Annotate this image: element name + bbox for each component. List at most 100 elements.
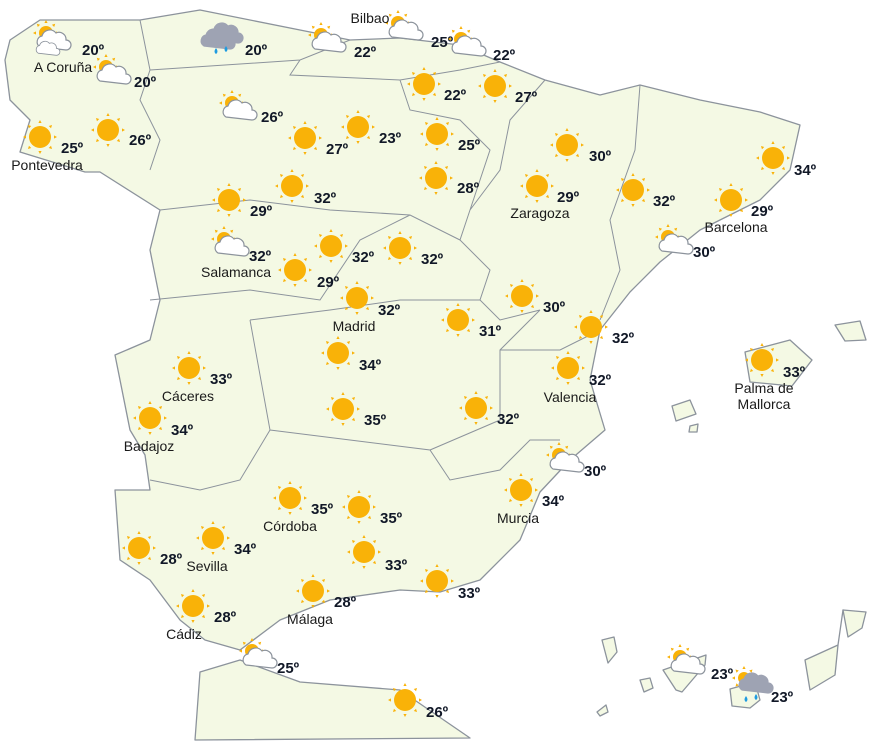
temperature-label: 29º <box>317 274 340 291</box>
sun-icon <box>512 161 562 216</box>
temperature-label: 20º <box>134 74 157 91</box>
sun-icon <box>380 675 430 730</box>
temperature-label: 33º <box>458 585 481 602</box>
temperature-label: 34º <box>542 493 565 510</box>
temperature-label: 28º <box>457 180 480 197</box>
temperature-label: 32º <box>378 302 401 319</box>
formentera-shape <box>688 423 699 433</box>
sun-icon <box>451 383 501 438</box>
sun-cloud-icon <box>300 15 350 70</box>
sun-cloud-icon <box>231 631 281 686</box>
temperature-label: 28º <box>214 609 237 626</box>
sun-icon <box>15 112 65 167</box>
temperature-label: 34º <box>171 422 194 439</box>
temperature-label: 30º <box>589 148 612 165</box>
sun-rain-cloud-icon <box>727 661 777 716</box>
city-label: Zaragoza <box>510 205 570 221</box>
temperature-label: 20º <box>245 42 268 59</box>
city-label: A Coruña <box>33 59 93 75</box>
peninsula-shape <box>4 9 801 651</box>
sun-icon <box>748 133 798 188</box>
city-label: Málaga <box>287 611 333 627</box>
city-label: Valencia <box>543 389 597 405</box>
temperature-label: 27º <box>326 141 349 158</box>
temperature-label: 25º <box>458 137 481 154</box>
city-label: Barcelona <box>704 219 768 235</box>
sun-icon <box>496 465 546 520</box>
sun-cloud-icon <box>440 19 490 74</box>
temperature-label: 30º <box>584 463 607 480</box>
temperature-label: 32º <box>497 411 520 428</box>
sun-cloud-icon <box>211 83 261 138</box>
temperature-label: 23º <box>711 666 734 683</box>
sun-icon <box>270 245 320 300</box>
sun-icon <box>265 473 315 528</box>
temperature-label: 23º <box>379 130 402 147</box>
temperature-label: 29º <box>250 203 273 220</box>
temperature-label: 20º <box>82 42 105 59</box>
temperature-label: 32º <box>653 193 676 210</box>
temperature-label: 35º <box>380 510 403 527</box>
city-label: Palma de Mallorca <box>734 380 794 412</box>
temperature-label: 32º <box>352 249 375 266</box>
city-label: Madrid <box>332 318 376 334</box>
temperature-label: 32º <box>612 330 635 347</box>
city-label: Córdoba <box>263 518 317 534</box>
menorca-shape <box>834 320 867 342</box>
temperature-label: 34º <box>359 357 382 374</box>
temperature-label: 22º <box>444 87 467 104</box>
temperature-label: 25º <box>277 660 300 677</box>
temperature-label: 30º <box>543 299 566 316</box>
ibiza-shape <box>671 399 697 422</box>
temperature-label: 25º <box>431 34 454 51</box>
temperature-label: 32º <box>314 190 337 207</box>
sun-icon <box>288 566 338 621</box>
sun-icon <box>306 221 356 276</box>
city-label: Sevilla <box>186 558 228 574</box>
el-hierro-shape <box>596 704 609 717</box>
temperature-label: 35º <box>311 501 334 518</box>
temperature-label: 22º <box>493 47 516 64</box>
sun-cloud-icon <box>85 47 135 102</box>
north-africa-shape <box>194 659 471 741</box>
temperature-label: 26º <box>426 704 449 721</box>
temperature-label: 33º <box>385 557 408 574</box>
sun-icon <box>280 113 330 168</box>
temperature-label: 33º <box>210 371 233 388</box>
temperature-label: 28º <box>334 594 357 611</box>
sun-cloud-icon <box>538 435 588 490</box>
sun-cloud-icon <box>377 3 427 58</box>
temperature-label: 23º <box>771 689 794 706</box>
sun-icon <box>737 335 787 390</box>
city-label: Badajoz <box>123 438 175 454</box>
temperature-label: 26º <box>129 132 152 149</box>
temperature-label: 31º <box>479 323 502 340</box>
sun-cloud-icon <box>647 217 697 272</box>
temperature-label: 32º <box>249 248 272 265</box>
city-label: Salamanca <box>200 264 272 280</box>
sun-icon <box>706 175 756 230</box>
sun-icon <box>339 527 389 582</box>
rain-cloud-icon <box>197 13 247 68</box>
fuerteventura-shape <box>804 609 844 691</box>
temperature-label: 28º <box>160 551 183 568</box>
sun-icon <box>412 556 462 611</box>
sun-icon <box>125 393 175 448</box>
sun-icon <box>470 61 520 116</box>
cloud-icon <box>33 34 63 69</box>
city-label: Cádiz <box>166 626 202 642</box>
sun-icon <box>433 295 483 350</box>
city-label: Murcia <box>496 510 540 526</box>
sun-icon <box>168 581 218 636</box>
temperature-label: 22º <box>354 44 377 61</box>
sun-icon <box>375 223 425 278</box>
temperature-label: 34º <box>794 162 817 179</box>
sun-icon <box>411 153 461 208</box>
sun-icon <box>543 343 593 398</box>
city-label: Pontevedra <box>11 157 83 173</box>
la-gomera-shape <box>639 677 654 693</box>
sun-icon <box>114 523 164 578</box>
temperature-label: 26º <box>261 109 284 126</box>
temperature-label: 27º <box>515 89 538 106</box>
sun-icon <box>412 109 462 164</box>
